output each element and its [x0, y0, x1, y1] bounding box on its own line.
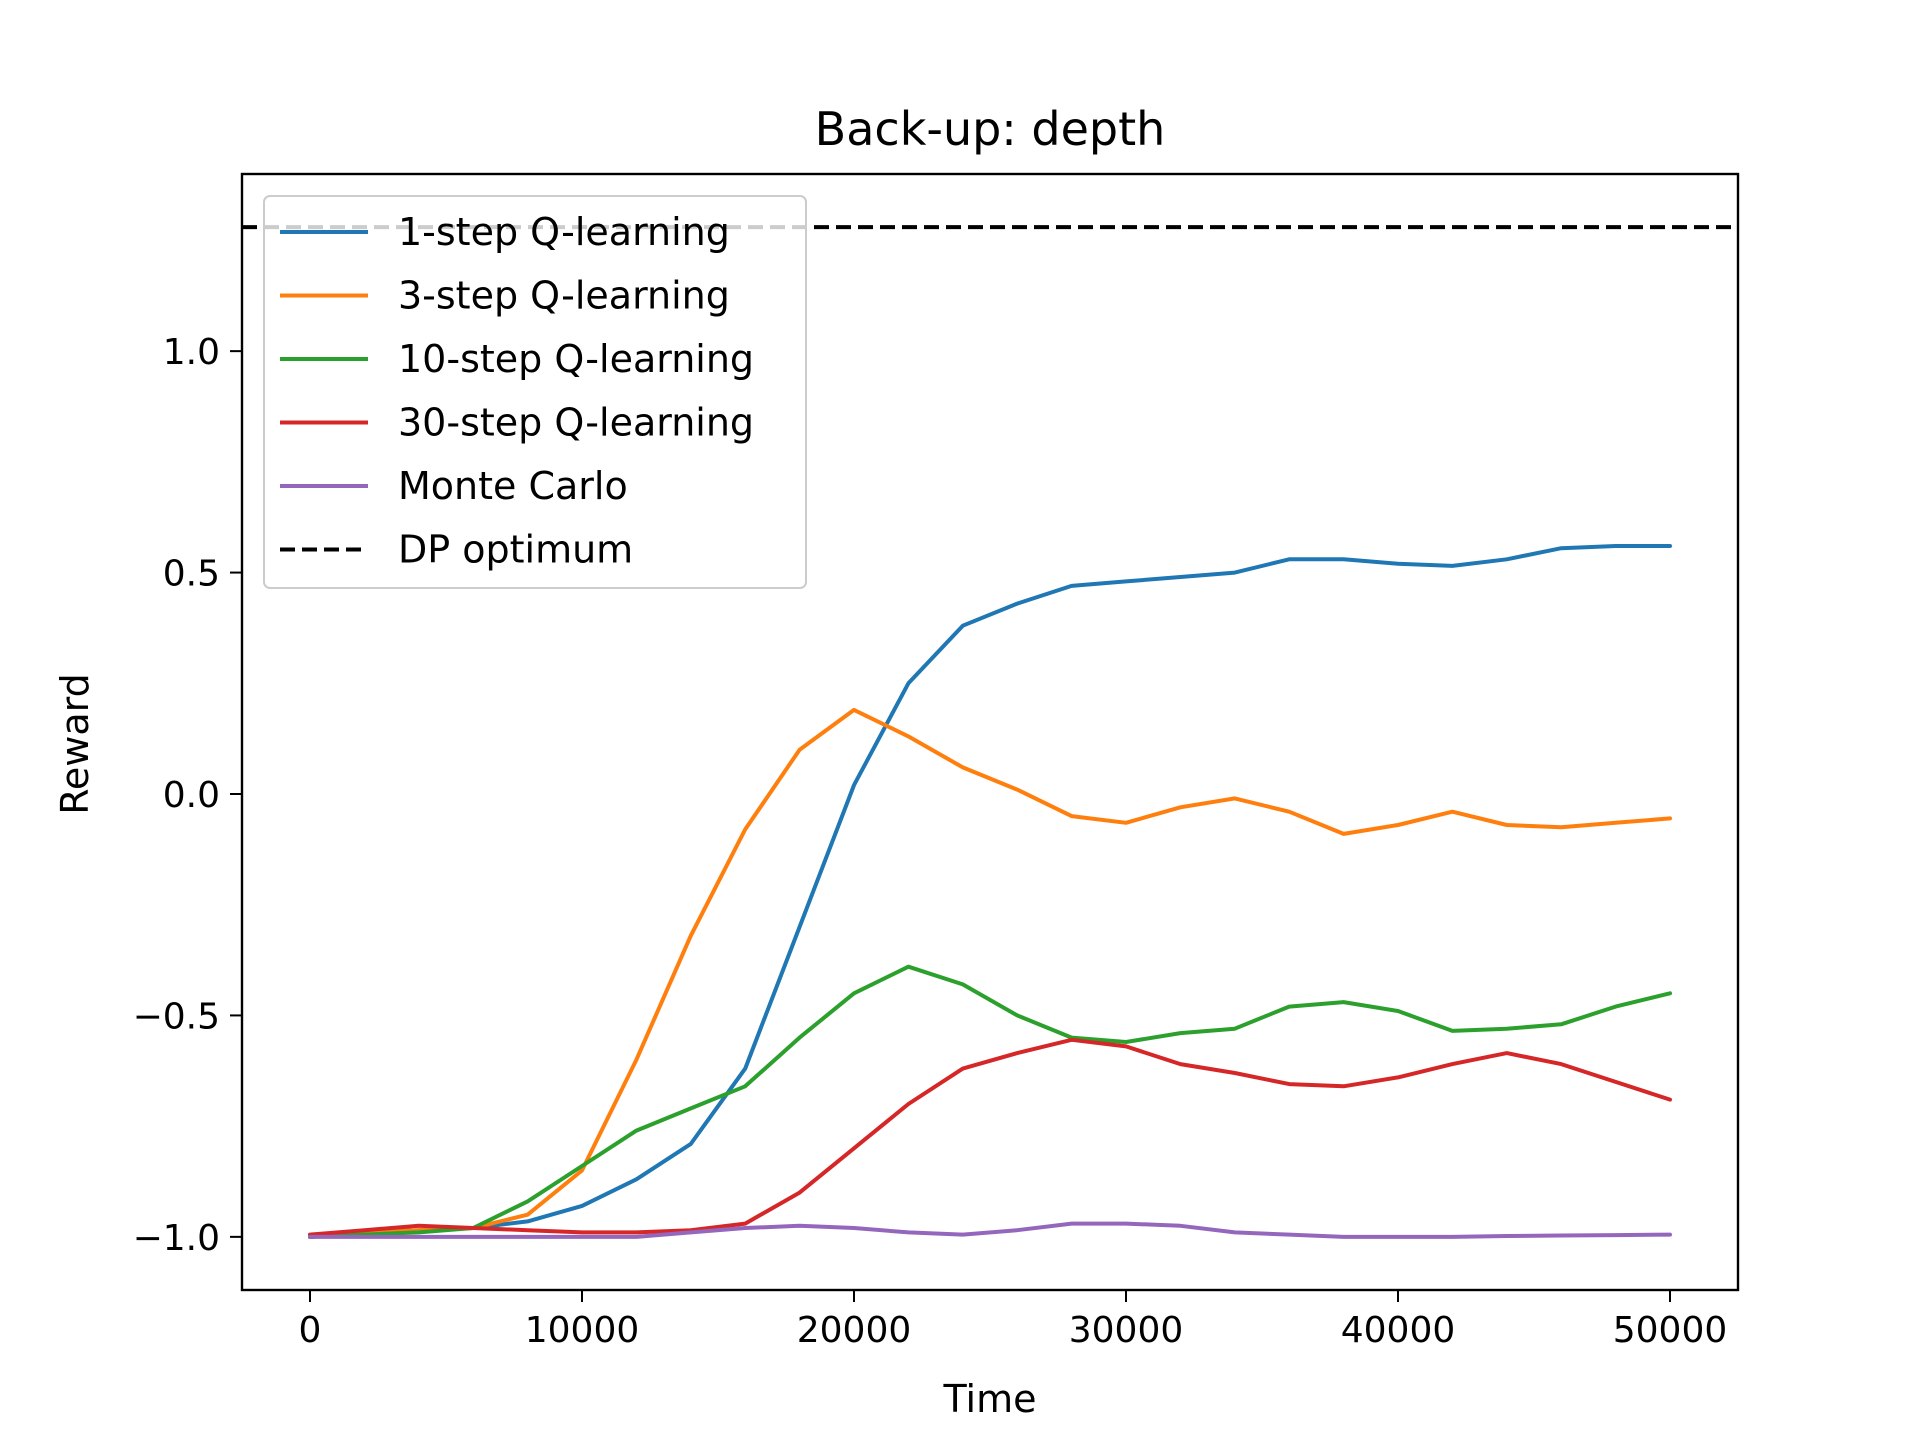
- legend-label-3: 30-step Q-learning: [398, 401, 754, 445]
- legend-label-4: Monte Carlo: [398, 464, 628, 508]
- legend-label-5: DP optimum: [398, 528, 633, 572]
- x-tick-label: 30000: [1069, 1310, 1184, 1351]
- chart-title: Back-up: depth: [815, 102, 1166, 156]
- y-tick-label: −1.0: [133, 1218, 220, 1259]
- legend-label-2: 10-step Q-learning: [398, 337, 754, 381]
- series-line-0: [308, 544, 1672, 1239]
- y-tick-label: 0.5: [163, 554, 220, 595]
- x-axis-label: Time: [943, 1377, 1037, 1421]
- legend: 1-step Q-learning 3-step Q-learning 10-ste…: [263, 195, 807, 589]
- y-tick-label: −0.5: [133, 996, 220, 1037]
- legend-box: [263, 195, 807, 589]
- x-tick-label: 40000: [1341, 1310, 1456, 1351]
- y-tick-label: 0.0: [163, 775, 220, 816]
- x-tick-label: 50000: [1613, 1310, 1728, 1351]
- series-line-4: [308, 1221, 1672, 1239]
- x-tick-label: 20000: [797, 1310, 912, 1351]
- series-line-3: [308, 1037, 1672, 1237]
- y-tick-label: 1.0: [163, 332, 220, 373]
- series-line-2: [308, 964, 1672, 1239]
- x-tick-label: 10000: [525, 1310, 640, 1351]
- plot-frame: [240, 172, 1740, 1292]
- legend-label-1: 3-step Q-learning: [398, 274, 730, 318]
- x-tick-label: 0: [299, 1310, 322, 1351]
- series-line-1: [308, 707, 1672, 1239]
- legend-label-0: 1-step Q-learning: [398, 210, 730, 254]
- y-axis-label: Reward: [53, 673, 97, 815]
